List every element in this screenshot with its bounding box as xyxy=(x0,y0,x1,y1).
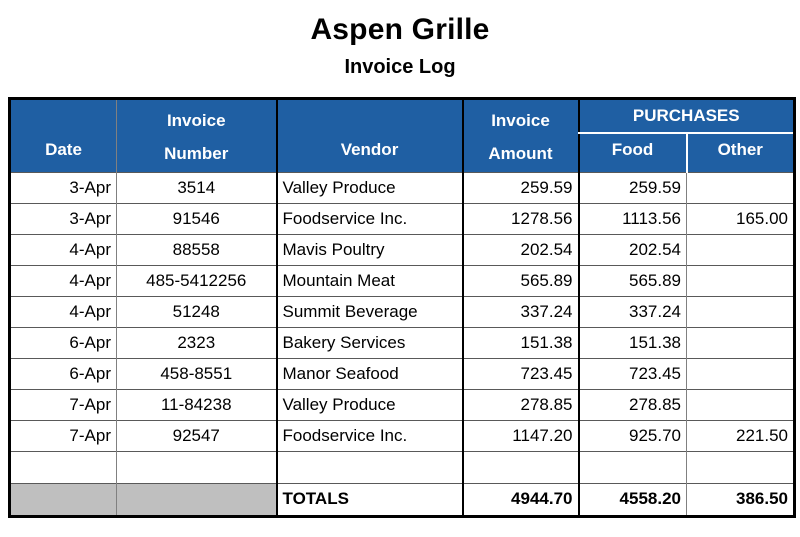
cell-invoice-amount: 278.85 xyxy=(461,388,579,420)
header-row-top: Date Invoice Number Vendor Invoice Amoun… xyxy=(9,98,795,172)
totals-other: 386.50 xyxy=(686,482,795,516)
cell-food: 202.54 xyxy=(577,233,687,265)
cell-vendor: Summit Beverage xyxy=(275,295,463,327)
cell-invoice-number: 11-84238 xyxy=(116,388,277,420)
cell-invoice-number: 458-8551 xyxy=(116,357,277,389)
cell-other xyxy=(686,171,795,203)
cell-date: 7-Apr xyxy=(9,419,117,451)
table-row: 4-Apr 485-5412256 Mountain Meat 565.89 5… xyxy=(9,264,795,296)
cell-invoice-number: 485-5412256 xyxy=(116,264,277,296)
totals-shaded-cell xyxy=(9,482,117,516)
cell-empty xyxy=(577,450,687,483)
cell-other xyxy=(686,233,795,265)
header-other: Other xyxy=(685,132,795,172)
cell-food: 259.59 xyxy=(577,171,687,203)
cell-empty xyxy=(461,450,579,483)
page-subtitle: Invoice Log xyxy=(344,56,456,78)
totals-shaded-cell xyxy=(116,482,277,516)
cell-other: 221.50 xyxy=(686,419,795,451)
cell-food: 278.85 xyxy=(577,388,687,420)
cell-food: 723.45 xyxy=(577,357,687,389)
table-body: 3-Apr 3514 Valley Produce 259.59 259.59 … xyxy=(9,171,795,516)
cell-vendor: Bakery Services xyxy=(275,326,463,358)
table-header: Date Invoice Number Vendor Invoice Amoun… xyxy=(9,98,795,172)
cell-food: 337.24 xyxy=(577,295,687,327)
totals-label: TOTALS xyxy=(275,482,463,516)
cell-vendor: Foodservice Inc. xyxy=(275,419,463,451)
cell-date: 3-Apr xyxy=(9,171,117,203)
page-title: Aspen Grille xyxy=(310,13,490,46)
totals-food: 4558.20 xyxy=(577,482,687,516)
cell-other xyxy=(686,264,795,296)
cell-empty xyxy=(116,450,277,483)
cell-empty xyxy=(275,450,463,483)
header-date: Date xyxy=(9,98,117,172)
table-row: 6-Apr 2323 Bakery Services 151.38 151.38 xyxy=(9,326,795,358)
cell-date: 6-Apr xyxy=(9,357,117,389)
cell-date: 7-Apr xyxy=(9,388,117,420)
cell-date: 3-Apr xyxy=(9,202,117,234)
header-invoice-amount: Invoice Amount xyxy=(461,98,579,172)
table-row: 3-Apr 91546 Foodservice Inc. 1278.56 111… xyxy=(9,202,795,234)
cell-other xyxy=(686,357,795,389)
table-row: 4-Apr 88558 Mavis Poultry 202.54 202.54 xyxy=(9,233,795,265)
cell-other xyxy=(686,388,795,420)
cell-vendor: Valley Produce xyxy=(275,388,463,420)
empty-row xyxy=(9,450,795,483)
cell-vendor: Foodservice Inc. xyxy=(275,202,463,234)
cell-invoice-amount: 337.24 xyxy=(461,295,579,327)
cell-empty xyxy=(9,450,117,483)
cell-invoice-number: 88558 xyxy=(116,233,277,265)
cell-invoice-amount: 1278.56 xyxy=(461,202,579,234)
header-purchases: PURCHASES xyxy=(577,98,795,134)
cell-food: 1113.56 xyxy=(577,202,687,234)
header-food: Food xyxy=(577,132,687,172)
cell-invoice-amount: 565.89 xyxy=(461,264,579,296)
cell-date: 4-Apr xyxy=(9,264,117,296)
cell-invoice-amount: 202.54 xyxy=(461,233,579,265)
cell-invoice-number: 51248 xyxy=(116,295,277,327)
header-row-sub: Food Other xyxy=(10,132,795,172)
cell-date: 6-Apr xyxy=(9,326,117,358)
table-row: 3-Apr 3514 Valley Produce 259.59 259.59 xyxy=(9,171,795,203)
cell-invoice-amount: 1147.20 xyxy=(461,419,579,451)
totals-row: TOTALS 4944.70 4558.20 386.50 xyxy=(9,482,795,516)
cell-other xyxy=(686,295,795,327)
cell-vendor: Valley Produce xyxy=(275,171,463,203)
table-row: 7-Apr 92547 Foodservice Inc. 1147.20 925… xyxy=(9,419,795,451)
totals-invoice-amount: 4944.70 xyxy=(461,482,579,516)
cell-vendor: Mountain Meat xyxy=(275,264,463,296)
cell-empty xyxy=(686,450,795,483)
cell-invoice-number: 2323 xyxy=(116,326,277,358)
cell-invoice-amount: 259.59 xyxy=(461,171,579,203)
cell-other: 165.00 xyxy=(686,202,795,234)
cell-food: 151.38 xyxy=(577,326,687,358)
cell-food: 565.89 xyxy=(577,264,687,296)
table-row: 7-Apr 11-84238 Valley Produce 278.85 278… xyxy=(9,388,795,420)
cell-date: 4-Apr xyxy=(9,233,117,265)
cell-food: 925.70 xyxy=(577,419,687,451)
cell-vendor: Manor Seafood xyxy=(275,357,463,389)
cell-vendor: Mavis Poultry xyxy=(275,233,463,265)
table-row: 4-Apr 51248 Summit Beverage 337.24 337.2… xyxy=(9,295,795,327)
cell-invoice-amount: 151.38 xyxy=(461,326,579,358)
cell-date: 4-Apr xyxy=(9,295,117,327)
table-row: 6-Apr 458-8551 Manor Seafood 723.45 723.… xyxy=(9,357,795,389)
invoice-log-table: Date Invoice Number Vendor Invoice Amoun… xyxy=(8,97,796,518)
header-vendor: Vendor xyxy=(275,98,463,172)
cell-invoice-number: 91546 xyxy=(116,202,277,234)
cell-invoice-number: 3514 xyxy=(116,171,277,203)
header-invoice-number: Invoice Number xyxy=(116,98,277,172)
cell-other xyxy=(686,326,795,358)
cell-invoice-number: 92547 xyxy=(116,419,277,451)
cell-invoice-amount: 723.45 xyxy=(461,357,579,389)
